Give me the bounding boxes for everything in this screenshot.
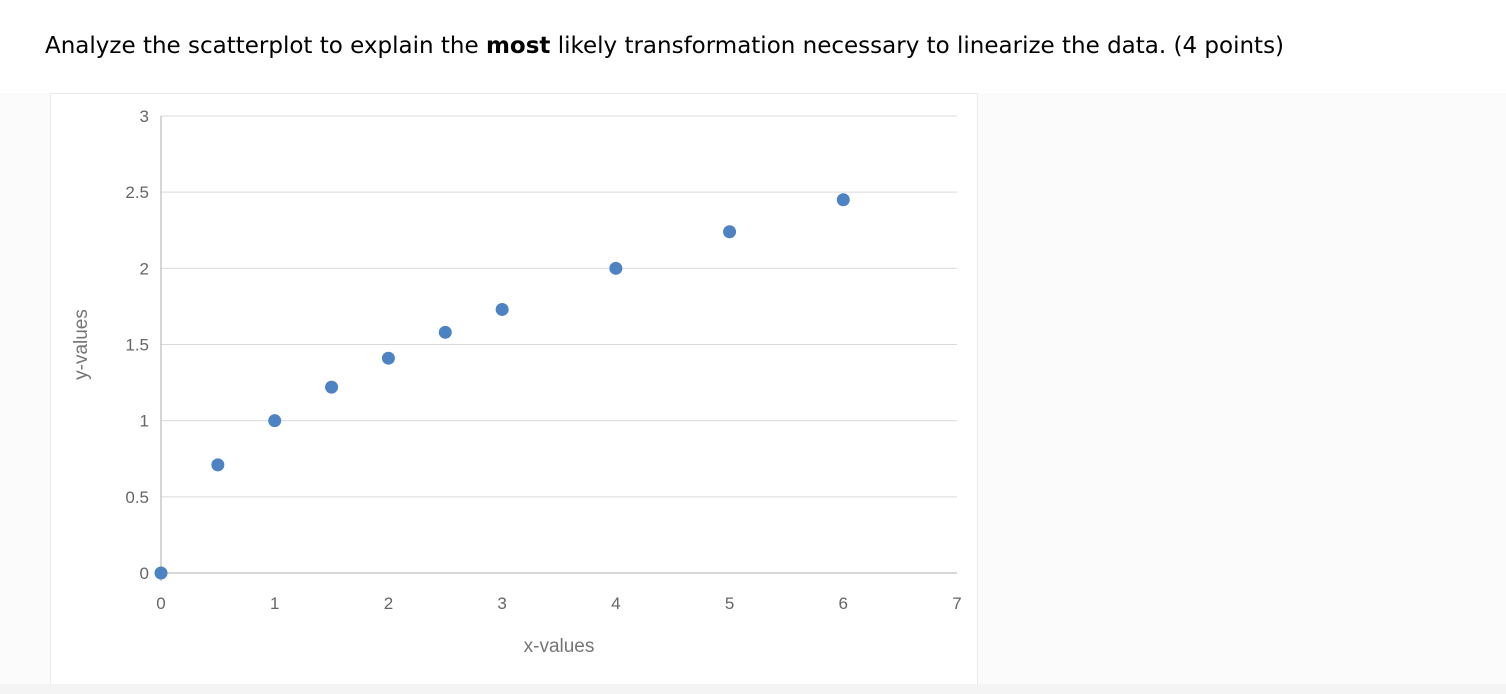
y-axis-title: y-values bbox=[71, 309, 92, 380]
y-tick-label: 2.5 bbox=[125, 183, 149, 202]
x-tick-label: 2 bbox=[384, 594, 393, 613]
question-text-emphasis: most bbox=[485, 33, 551, 59]
data-point bbox=[381, 351, 395, 365]
x-tick-label: 4 bbox=[611, 594, 620, 613]
question-text-suffix: likely transformation necessary to linea… bbox=[550, 33, 1285, 59]
data-point bbox=[325, 380, 339, 394]
question-text-prefix: Analyze the scatterplot to explain the bbox=[45, 33, 486, 59]
data-point bbox=[495, 302, 509, 316]
x-tick-label: 0 bbox=[156, 594, 165, 613]
y-tick-label: 1 bbox=[140, 412, 149, 431]
x-tick-label: 7 bbox=[952, 594, 961, 613]
x-tick-label: 5 bbox=[725, 594, 734, 613]
x-tick-label: 1 bbox=[270, 594, 279, 613]
data-point bbox=[609, 261, 623, 275]
question-text: Analyze the scatterplot to explain the m… bbox=[45, 31, 1284, 61]
y-tick-label: 0.5 bbox=[125, 488, 149, 507]
x-axis-title: x-values bbox=[524, 636, 595, 657]
y-tick-label: 3 bbox=[140, 107, 149, 126]
data-point bbox=[723, 225, 737, 239]
y-tick-label: 2 bbox=[140, 259, 149, 278]
y-tick-label: 1.5 bbox=[125, 336, 149, 355]
data-point bbox=[211, 458, 225, 472]
x-tick-label: 3 bbox=[497, 594, 506, 613]
y-tick-label: 0 bbox=[140, 564, 149, 583]
page-bottom-edge bbox=[0, 684, 1506, 694]
scatterplot-chart: 0 0.5 1 1.5 2 2.5 3 0 1 2 3 4 5 6 7 x-values y-values bbox=[50, 93, 978, 694]
x-tick-label: 6 bbox=[839, 594, 848, 613]
data-point bbox=[836, 193, 850, 207]
data-point bbox=[154, 566, 168, 580]
scatterplot-svg: 0 0.5 1 1.5 2 2.5 3 0 1 2 3 4 5 6 7 x-values y-values bbox=[71, 107, 962, 657]
data-point bbox=[268, 414, 282, 428]
data-point bbox=[438, 325, 452, 339]
